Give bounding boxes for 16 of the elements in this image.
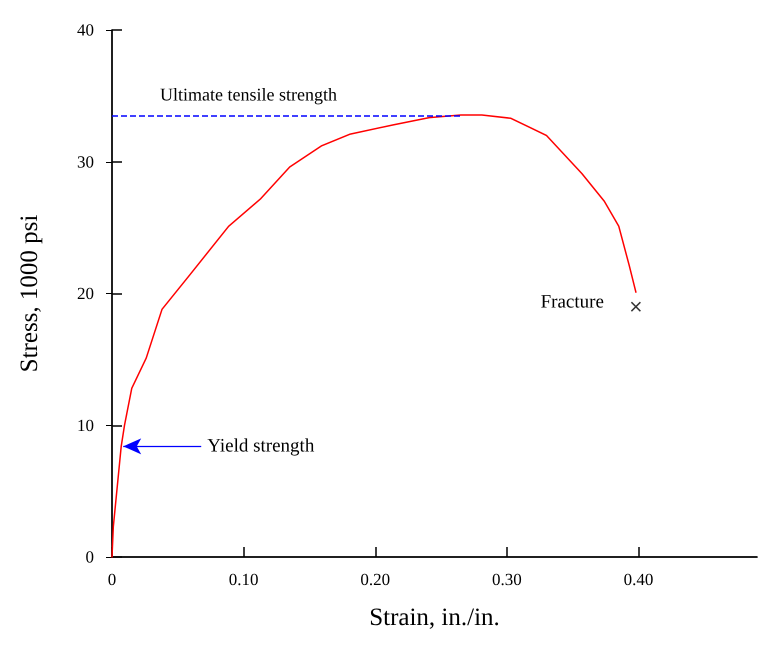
x-tick-label: 0.40 xyxy=(624,570,654,589)
x-tick-label: 0.20 xyxy=(360,570,390,589)
x-tick-label: 0 xyxy=(108,570,116,589)
y-tick-label: 20 xyxy=(77,284,94,303)
x-axis-title: Strain, in./in. xyxy=(369,604,500,631)
annotation: Yield strength xyxy=(207,435,315,456)
y-tick-label: 0 xyxy=(86,548,94,566)
y-tick-label: 40 xyxy=(77,20,94,40)
x-tick-label: 0.10 xyxy=(228,570,259,589)
x-tick-label: 0.30 xyxy=(492,570,522,589)
line-series xyxy=(111,114,637,558)
y-tick-label: 10 xyxy=(77,416,94,435)
y-axis-title: Stress, 1000 psi xyxy=(16,214,43,372)
annotation: Fracture xyxy=(540,292,604,313)
y-tick-label: 30 xyxy=(77,152,94,172)
ref-line-label: Ultimate tensile strength xyxy=(160,84,337,105)
